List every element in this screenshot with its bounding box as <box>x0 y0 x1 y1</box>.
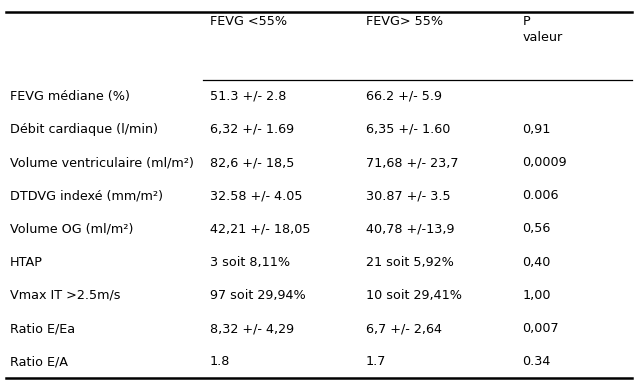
Text: P
valeur: P valeur <box>523 15 563 44</box>
Text: 0.34: 0.34 <box>523 355 551 368</box>
Text: 6,35 +/- 1.60: 6,35 +/- 1.60 <box>366 123 450 136</box>
Text: FEVG médiane (%): FEVG médiane (%) <box>10 90 130 103</box>
Text: 32.58 +/- 4.05: 32.58 +/- 4.05 <box>210 189 302 202</box>
Text: 0,40: 0,40 <box>523 255 551 269</box>
Text: 30.87 +/- 3.5: 30.87 +/- 3.5 <box>366 189 450 202</box>
Text: 0,56: 0,56 <box>523 222 551 236</box>
Text: 82,6 +/- 18,5: 82,6 +/- 18,5 <box>210 156 294 169</box>
Text: 6,32 +/- 1.69: 6,32 +/- 1.69 <box>210 123 294 136</box>
Text: FEVG <55%: FEVG <55% <box>210 15 287 28</box>
Text: 1,00: 1,00 <box>523 289 551 302</box>
Text: Volume OG (ml/m²): Volume OG (ml/m²) <box>10 222 133 236</box>
Text: 0,0009: 0,0009 <box>523 156 567 169</box>
Text: 1.8: 1.8 <box>210 355 230 368</box>
Text: 10 soit 29,41%: 10 soit 29,41% <box>366 289 462 302</box>
Text: 40,78 +/-13,9: 40,78 +/-13,9 <box>366 222 454 236</box>
Text: FEVG> 55%: FEVG> 55% <box>366 15 443 28</box>
Text: 0.006: 0.006 <box>523 189 559 202</box>
Text: 1.7: 1.7 <box>366 355 387 368</box>
Text: 42,21 +/- 18,05: 42,21 +/- 18,05 <box>210 222 310 236</box>
Text: 6,7 +/- 2,64: 6,7 +/- 2,64 <box>366 322 442 335</box>
Text: 66.2 +/- 5.9: 66.2 +/- 5.9 <box>366 90 442 103</box>
Text: HTAP: HTAP <box>10 255 43 269</box>
Text: Vmax IT >2.5m/s: Vmax IT >2.5m/s <box>10 289 120 302</box>
Text: 51.3 +/- 2.8: 51.3 +/- 2.8 <box>210 90 286 103</box>
Text: Ratio E/A: Ratio E/A <box>10 355 68 368</box>
Text: DTDVG indexé (mm/m²): DTDVG indexé (mm/m²) <box>10 189 163 202</box>
Text: 71,68 +/- 23,7: 71,68 +/- 23,7 <box>366 156 459 169</box>
Text: 0,007: 0,007 <box>523 322 559 335</box>
Text: Ratio E/Ea: Ratio E/Ea <box>10 322 75 335</box>
Text: 21 soit 5,92%: 21 soit 5,92% <box>366 255 454 269</box>
Text: 3 soit 8,11%: 3 soit 8,11% <box>210 255 290 269</box>
Text: 8,32 +/- 4,29: 8,32 +/- 4,29 <box>210 322 294 335</box>
Text: Débit cardiaque (l/min): Débit cardiaque (l/min) <box>10 123 158 136</box>
Text: 0,91: 0,91 <box>523 123 551 136</box>
Text: Volume ventriculaire (ml/m²): Volume ventriculaire (ml/m²) <box>10 156 193 169</box>
Text: 97 soit 29,94%: 97 soit 29,94% <box>210 289 306 302</box>
